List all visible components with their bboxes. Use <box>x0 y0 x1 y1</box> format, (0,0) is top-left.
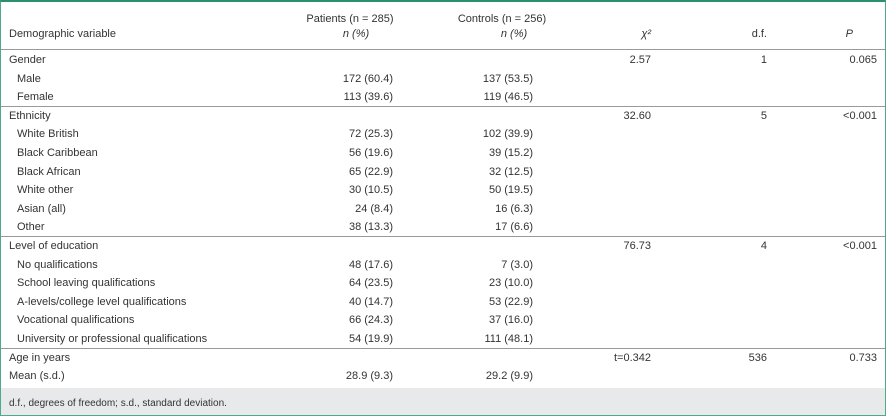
controls-value: 16 (6.3) <box>495 202 533 215</box>
row-label: School leaving qualifications <box>17 277 156 290</box>
controls-value: 29.2 (9.9) <box>485 370 533 383</box>
row-label: Black Caribbean <box>17 147 98 159</box>
controls-value: 32 (12.5) <box>488 165 533 178</box>
patients-value: 30 (10.5) <box>348 184 393 197</box>
header-df: d.f. <box>751 28 767 40</box>
header-rule <box>1 49 885 50</box>
df-value: 1 <box>760 54 767 66</box>
row-label: Mean (s.d.) <box>9 370 65 383</box>
chi-value: t=0.342 <box>613 351 651 364</box>
patients-value: 56 (19.6) <box>348 147 393 159</box>
section-rule <box>1 105 885 107</box>
section-label: Ethnicity <box>9 109 51 122</box>
patients-value: 64 (23.5) <box>348 277 393 290</box>
p-value: <0.001 <box>843 240 877 252</box>
row-label: Asian (all) <box>17 202 66 215</box>
chi-value: 32.60 <box>623 109 651 122</box>
header-p: P <box>845 28 853 40</box>
patients-value: 40 (14.7) <box>348 295 393 308</box>
header-patients-sub: n (%) <box>342 28 370 40</box>
patients-value: 65 (22.9) <box>348 165 393 178</box>
row-label: No qualifications <box>17 258 98 271</box>
header-patients: Patients (n = 285) <box>306 13 394 25</box>
footnote: d.f., degrees of freedom; s.d., standard… <box>9 398 227 409</box>
controls-value: 37 (16.0) <box>488 314 533 327</box>
row-label: Male <box>17 72 41 85</box>
patients-value: 48 (17.6) <box>348 258 393 271</box>
patients-value: 113 (39.6) <box>343 91 393 104</box>
section-rule <box>1 236 885 237</box>
header-controls: Controls (n = 256) <box>457 13 547 25</box>
row-label: A-levels/college level qualifications <box>17 295 187 308</box>
p-value: <0.001 <box>843 109 877 122</box>
patients-value: 72 (25.3) <box>348 128 393 141</box>
row-label: Other <box>17 221 45 234</box>
controls-value: 137 (53.5) <box>482 72 533 85</box>
row-label: Vocational qualifications <box>17 314 135 327</box>
row-label: Female <box>17 91 54 104</box>
patients-value: 38 (13.3) <box>348 221 393 234</box>
controls-value: 39 (15.2) <box>488 147 533 159</box>
header-variable: Demographic variable <box>9 28 116 40</box>
patients-value: 66 (24.3) <box>348 314 393 327</box>
section-rule <box>1 347 885 349</box>
df-value: 5 <box>760 109 767 122</box>
row-label: White other <box>17 184 74 197</box>
section-label: Age in years <box>9 351 71 364</box>
controls-value: 111 (48.1) <box>484 333 533 345</box>
row-label: White British <box>17 128 79 141</box>
df-value: 536 <box>748 351 767 364</box>
footnote-band: d.f., degrees of freedom; s.d., standard… <box>1 388 885 415</box>
controls-value: 53 (22.9) <box>488 295 533 308</box>
controls-value: 17 (6.6) <box>495 221 533 234</box>
patients-value: 28.9 (9.3) <box>345 370 393 383</box>
patients-value: 24 (8.4) <box>355 202 393 215</box>
p-value: 0.733 <box>849 351 877 364</box>
header-chi: χ² <box>641 28 651 40</box>
controls-value: 102 (39.9) <box>482 128 533 141</box>
section-label: Gender <box>9 54 46 66</box>
section-label: Level of education <box>9 240 99 252</box>
row-label: Black African <box>17 165 81 178</box>
controls-value: 7 (3.0) <box>501 258 533 271</box>
patients-value: 54 (19.9) <box>348 333 393 345</box>
df-value: 4 <box>760 240 767 252</box>
controls-value: 23 (10.0) <box>488 277 533 290</box>
chi-value: 2.57 <box>629 54 651 66</box>
chi-value: 76.73 <box>623 240 651 252</box>
header-controls-sub: n (%) <box>500 28 528 40</box>
controls-value: 50 (19.5) <box>488 184 533 197</box>
p-value: 0.065 <box>849 54 877 66</box>
controls-value: 119 (46.5) <box>483 91 533 104</box>
patients-value: 172 (60.4) <box>342 72 393 85</box>
row-label: University or professional qualification… <box>17 333 208 345</box>
